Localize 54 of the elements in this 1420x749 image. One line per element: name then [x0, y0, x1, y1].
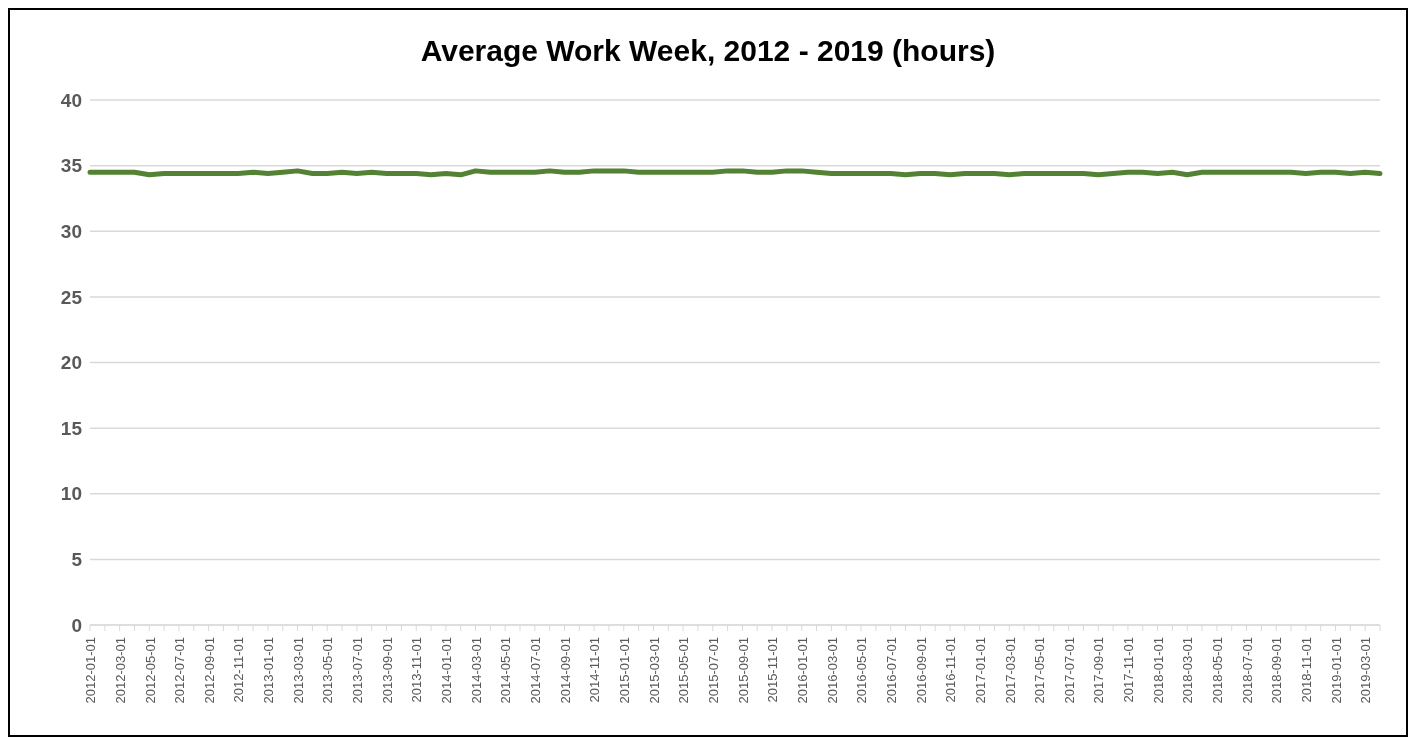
x-tick-label: 2014-11-01 [587, 637, 603, 703]
x-tick-label: 2017-11-01 [1121, 637, 1137, 703]
x-tick-label: 2013-11-01 [409, 637, 425, 703]
x-tick-label: 2018-11-01 [1299, 637, 1315, 703]
y-tick-label: 10 [60, 483, 82, 505]
x-tick-label: 2016-05-01 [854, 637, 870, 704]
x-tick-label: 2015-09-01 [735, 637, 751, 704]
x-tick-label: 2016-03-01 [824, 637, 840, 704]
x-tick-label: 2012-11-01 [231, 637, 247, 703]
x-tick-label: 2017-03-01 [1002, 637, 1018, 704]
x-tick-label: 2014-07-01 [528, 637, 544, 704]
x-tick-label: 2012-09-01 [201, 637, 217, 704]
x-tick-label: 2014-01-01 [439, 637, 455, 704]
x-tick-label: 2016-07-01 [883, 637, 899, 704]
x-tick-label: 2013-05-01 [320, 637, 336, 704]
x-tick-label: 2014-05-01 [498, 637, 514, 704]
x-tick-label: 2016-01-01 [794, 637, 810, 704]
x-tick-label: 2016-09-01 [913, 637, 929, 704]
x-tick-label: 2017-05-01 [1032, 637, 1048, 704]
y-tick-label: 30 [60, 220, 82, 242]
x-tick-label: 2015-07-01 [705, 637, 721, 704]
y-tick-label: 5 [71, 549, 83, 571]
x-tick-label: 2014-03-01 [468, 637, 484, 704]
x-tick-label: 2017-07-01 [1061, 637, 1077, 704]
y-tick-label: 15 [60, 417, 83, 439]
y-tick-label: 0 [71, 614, 82, 636]
y-tick-label: 20 [60, 352, 82, 374]
x-tick-label: 2017-01-01 [972, 637, 988, 704]
x-tick-label: 2017-09-01 [1091, 637, 1107, 704]
x-tick-label: 2018-03-01 [1180, 637, 1196, 704]
x-tick-label: 2012-03-01 [112, 637, 128, 704]
x-tick-label: 2018-01-01 [1150, 637, 1166, 704]
x-tick-label: 2013-09-01 [379, 637, 395, 704]
y-tick-label: 40 [60, 89, 82, 111]
x-tick-label: 2018-07-01 [1239, 637, 1255, 704]
x-tick-label: 2019-01-01 [1328, 637, 1344, 704]
x-tick-label: 2014-09-01 [557, 637, 573, 704]
y-tick-label: 35 [60, 155, 83, 177]
x-tick-label: 2015-05-01 [676, 637, 692, 704]
x-tick-label: 2018-09-01 [1269, 637, 1285, 704]
y-tick-label: 25 [60, 286, 83, 308]
x-tick-label: 2015-01-01 [617, 637, 633, 704]
x-tick-label: 2013-07-01 [350, 637, 366, 704]
x-tick-label: 2012-05-01 [142, 637, 158, 704]
x-tick-label: 2013-01-01 [261, 637, 277, 704]
x-tick-label: 2012-07-01 [172, 637, 188, 704]
x-tick-label: 2012-01-01 [83, 637, 99, 704]
x-tick-label: 2015-11-01 [765, 637, 781, 703]
x-tick-label: 2019-03-01 [1358, 637, 1374, 704]
x-tick-label: 2016-11-01 [943, 637, 959, 703]
x-tick-label: 2018-05-01 [1210, 637, 1226, 704]
chart-title: Average Work Week, 2012 - 2019 (hours) [419, 33, 997, 69]
x-tick-label: 2013-03-01 [290, 637, 306, 704]
x-tick-label: 2015-03-01 [646, 637, 662, 704]
